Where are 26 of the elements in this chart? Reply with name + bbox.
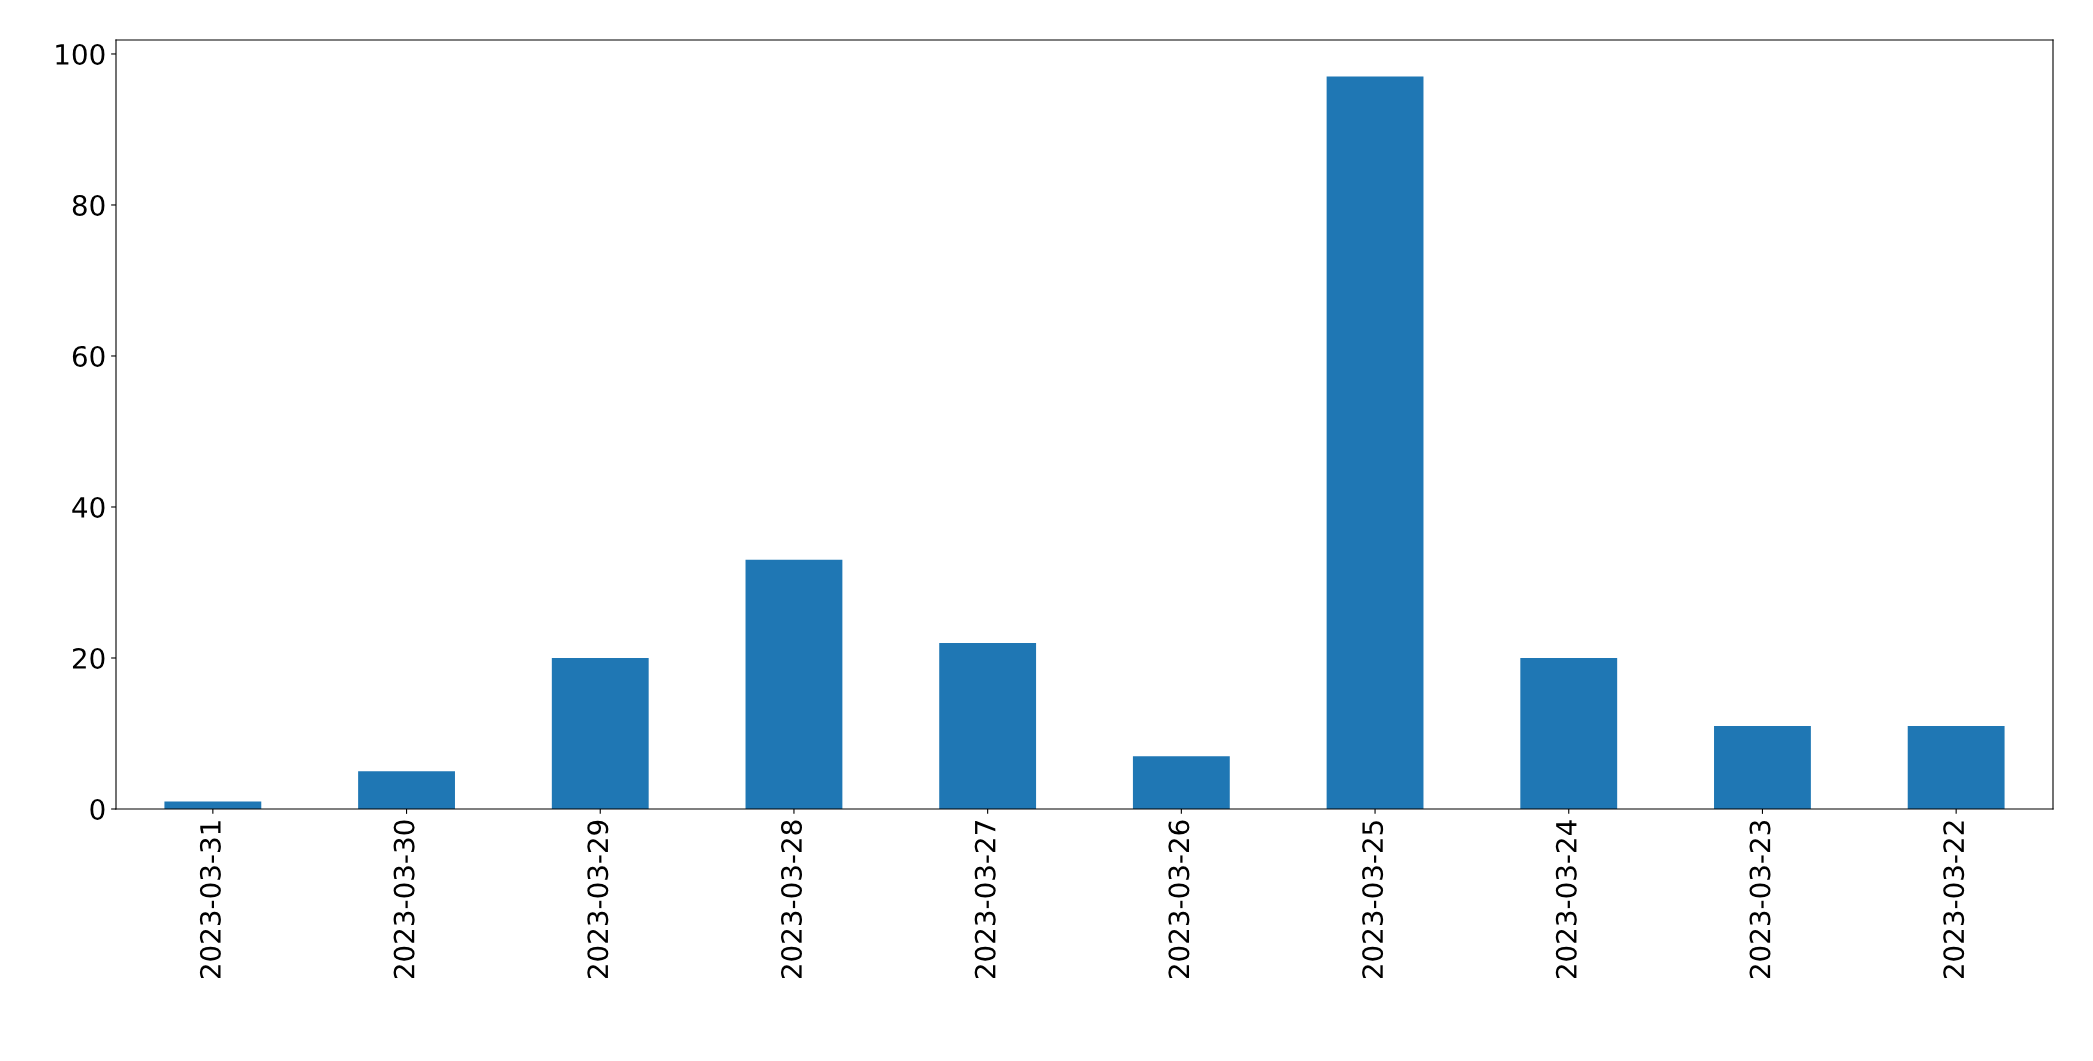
y-tick-label: 100 bbox=[56, 43, 105, 65]
y-tick-label: 0 bbox=[90, 798, 105, 820]
bar bbox=[1520, 657, 1618, 809]
bar bbox=[164, 801, 262, 809]
x-tick-label: 2023-03-28 bbox=[781, 820, 803, 979]
bar bbox=[551, 657, 649, 809]
bar bbox=[1132, 756, 1230, 809]
y-tick-label: 80 bbox=[72, 194, 105, 216]
x-tick-label: 2023-03-29 bbox=[587, 820, 609, 979]
bar bbox=[1326, 76, 1424, 809]
bar bbox=[939, 642, 1037, 809]
x-tick-label: 2023-03-24 bbox=[1555, 820, 1577, 979]
bar bbox=[1907, 725, 2005, 809]
x-tick-label: 2023-03-23 bbox=[1749, 820, 1771, 979]
y-tick-label: 60 bbox=[72, 345, 105, 367]
x-tick-label: 2023-03-30 bbox=[393, 820, 415, 979]
x-tick-label: 2023-03-31 bbox=[199, 821, 221, 979]
y-tick-label: 20 bbox=[72, 647, 105, 669]
bar bbox=[358, 771, 455, 809]
bar bbox=[1714, 725, 1811, 809]
x-tick-label: 2023-03-26 bbox=[1168, 820, 1190, 979]
y-tick-label: 40 bbox=[72, 496, 105, 518]
x-tick-label: 2023-03-25 bbox=[1362, 821, 1384, 979]
x-tick-label: 2023-03-27 bbox=[974, 821, 996, 979]
x-tick-label: 2023-03-22 bbox=[1943, 821, 1965, 979]
bar bbox=[745, 559, 843, 809]
